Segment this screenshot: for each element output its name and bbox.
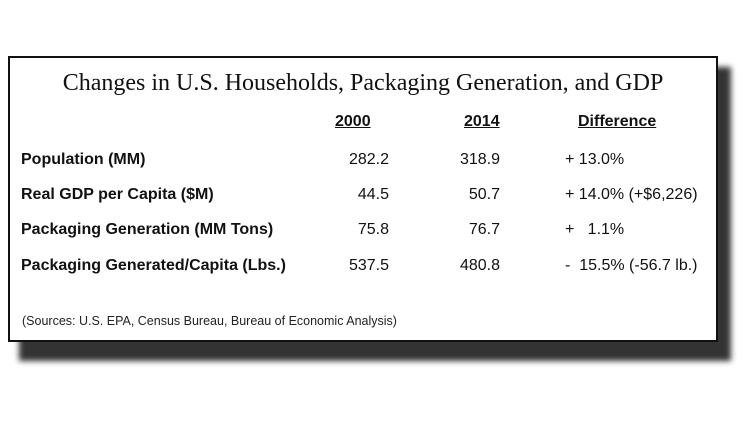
row-packaging-per-capita-2000: 537.5: [348, 257, 389, 274]
row-population-difference: + 13.0%: [565, 151, 625, 168]
row-label-gdp: Real GDP per Capita ($M): [21, 186, 214, 203]
row-packaging-per-capita-2014: 480.8: [459, 257, 500, 274]
table-title: Changes in U.S. Households, Packaging Ge…: [62, 70, 664, 96]
row-label-population: Population (MM): [21, 151, 146, 168]
row-packaging-generation-difference: + 1.1%: [565, 221, 625, 238]
row-gdp-2000: 44.5: [357, 186, 389, 203]
row-label-packaging-generation: Packaging Generation (MM Tons): [21, 221, 274, 238]
row-population-2014: 318.9: [459, 151, 500, 168]
row-packaging-generation-2014: 76.7: [468, 221, 500, 238]
header-difference: Difference: [578, 113, 657, 130]
row-gdp-2014: 50.7: [468, 186, 500, 203]
sources-note: (Sources: U.S. EPA, Census Bureau, Burea…: [22, 314, 397, 328]
header-2014: 2014: [464, 113, 500, 130]
row-gdp-difference: + 14.0% (+$6,226): [565, 186, 698, 203]
row-label-packaging-per-capita: Packaging Generated/Capita (Lbs.): [21, 257, 286, 274]
data-table-card: Changes in U.S. Households, Packaging Ge…: [8, 56, 718, 342]
header-2000: 2000: [335, 113, 371, 130]
row-packaging-per-capita-difference: - 15.5% (-56.7 lb.): [565, 257, 698, 274]
row-population-2000: 282.2: [348, 151, 389, 168]
row-packaging-generation-2000: 75.8: [357, 221, 389, 238]
